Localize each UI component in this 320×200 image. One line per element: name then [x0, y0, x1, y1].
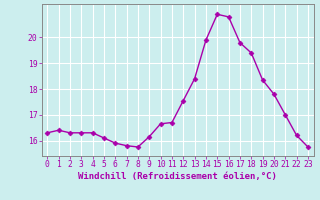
X-axis label: Windchill (Refroidissement éolien,°C): Windchill (Refroidissement éolien,°C) — [78, 172, 277, 181]
